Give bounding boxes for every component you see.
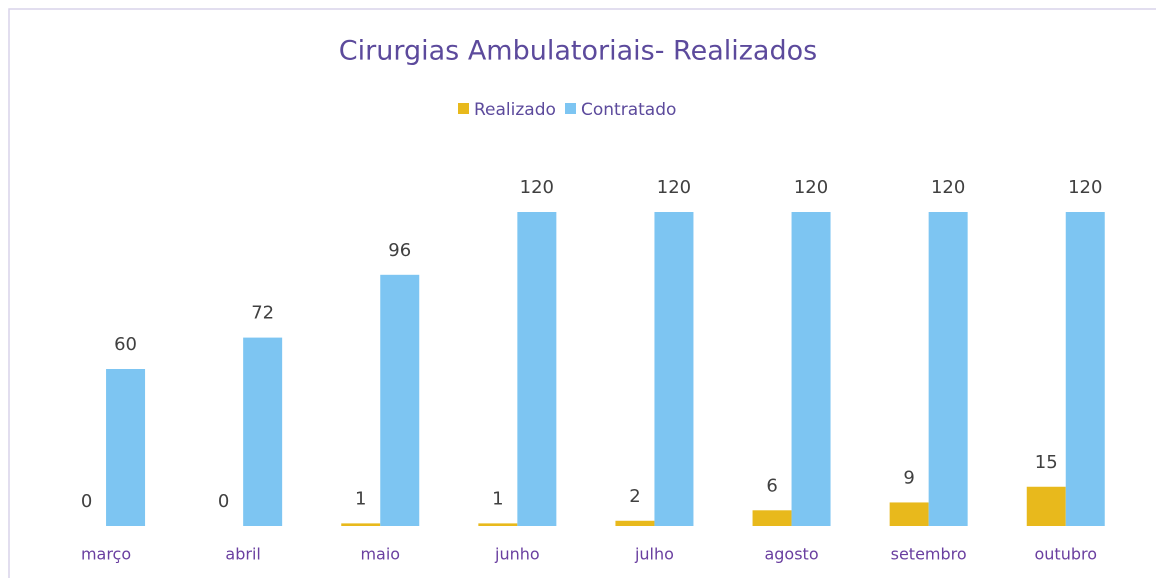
x-tick-label: abril: [225, 545, 260, 564]
x-tick-label: agosto: [764, 545, 818, 564]
bar: [928, 212, 968, 526]
bar: [791, 212, 831, 526]
data-label: 120: [794, 177, 828, 198]
data-label: 72: [251, 303, 274, 324]
bar: [1065, 212, 1105, 526]
bar: [243, 337, 283, 526]
x-tick-label: março: [81, 545, 131, 564]
data-label: 1: [355, 488, 366, 509]
bar: [517, 212, 557, 526]
chart-frame: [8, 8, 1156, 578]
data-label: 6: [766, 475, 777, 496]
data-label: 96: [388, 240, 411, 261]
data-label: 120: [931, 177, 965, 198]
x-tick-label: junho: [494, 545, 540, 564]
legend-label: Realizado: [474, 100, 556, 120]
data-label: 120: [1068, 177, 1102, 198]
bar: [106, 369, 146, 526]
bar: [615, 520, 655, 526]
data-label: 15: [1035, 452, 1058, 473]
data-label: 120: [657, 177, 691, 198]
legend-label: Contratado: [581, 100, 676, 120]
legend-swatch: [565, 103, 576, 114]
x-tick-label: maio: [360, 545, 400, 564]
data-label: 1: [492, 488, 503, 509]
chart-title: Cirurgias Ambulatoriais- Realizados: [339, 36, 817, 67]
bar: [341, 523, 381, 526]
bar: [380, 274, 420, 526]
bar: [752, 510, 792, 526]
legend-swatch: [458, 103, 469, 114]
bar: [889, 502, 929, 526]
x-tick-label: setembro: [891, 545, 967, 564]
data-label: 0: [218, 491, 229, 512]
data-label: 60: [114, 334, 137, 355]
bar: [478, 523, 518, 526]
x-tick-label: julho: [634, 545, 674, 564]
data-label: 2: [629, 486, 640, 507]
data-label: 9: [903, 467, 914, 488]
data-label: 120: [520, 177, 554, 198]
x-tick-label: outubro: [1034, 545, 1097, 564]
data-label: 0: [81, 491, 92, 512]
bar: [654, 212, 694, 526]
bar: [1026, 486, 1066, 526]
